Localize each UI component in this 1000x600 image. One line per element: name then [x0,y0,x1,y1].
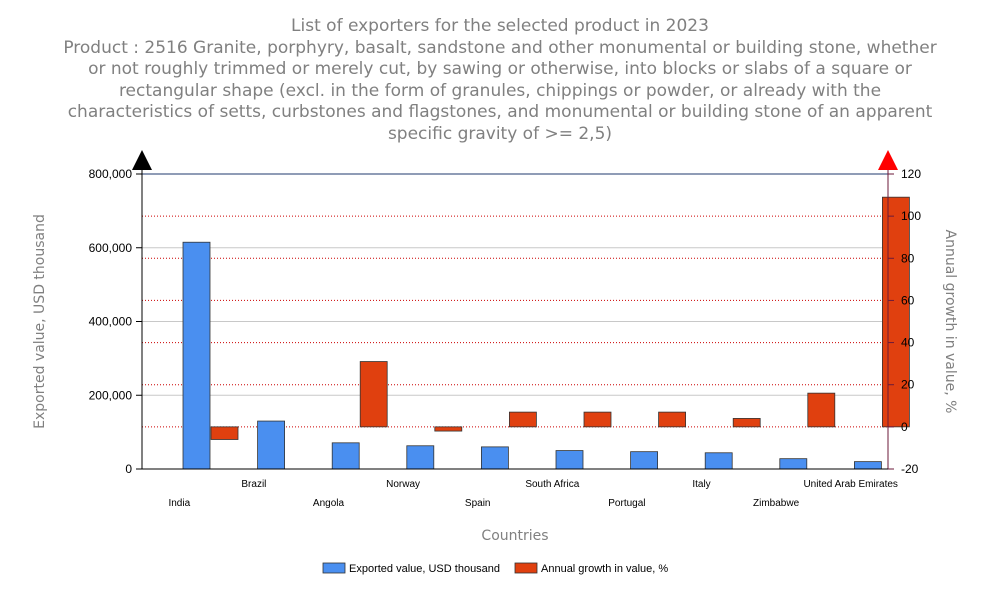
left-tick-label: 400,000 [89,315,133,329]
x-category-label: Norway [386,479,420,490]
bar-exported-value [779,458,808,470]
chart-title: List of exporters for the selected produ… [40,16,960,145]
right-tick-label: -20 [901,462,919,476]
left-tick-label: 0 [125,462,132,476]
chart-subtitle-line: Product : 2516 Granite, porphyry, basalt… [63,37,937,58]
bar-exported-value [630,451,658,470]
legend-label-annual-growth: Annual growth in value, % [541,563,668,575]
right-tick-label: 60 [901,293,915,307]
chart-subtitle-line: rectangular shape (excl. in the form of … [118,80,882,101]
chart-subtitle-line: characteristics of setts, curbstones and… [67,102,933,122]
right-tick-label: 0 [901,420,908,434]
x-category-label: Brazil [241,479,266,490]
right-axis-title: Annual growth in value, % [942,230,958,414]
x-category-label: South Africa [525,479,579,490]
left-axis-title: Exported value, USD thousand [32,214,48,429]
x-category-label: India [168,498,190,509]
bar-annual-growth [807,392,836,428]
bar-annual-growth [508,411,537,428]
x-category-label: United Arab Emirates [803,479,898,490]
bar-exported-value [331,442,360,470]
bar-annual-growth [658,411,686,428]
bar-exported-value [480,446,509,470]
bar-annual-growth [210,426,239,440]
chart-subtitle-line: specific gravity of >= 2,5) [387,123,613,144]
bar-exported-value [182,241,211,470]
x-category-label: Angola [313,498,345,509]
bar-annual-growth [732,418,761,428]
left-axis-arrow-icon [132,150,152,170]
right-tick-label: 40 [901,336,915,350]
right-tick-label: 100 [901,209,921,223]
x-category-label: Zimbabwe [753,498,800,509]
bar-annual-growth [359,361,388,428]
legend-swatch-exported-value [322,562,346,574]
right-tick-label: 20 [901,378,915,392]
bar-exported-value [257,420,286,470]
right-axis-arrow-icon [878,150,898,170]
left-tick-label: 200,000 [89,388,133,402]
chart-title-main: List of exporters for the selected produ… [291,16,709,36]
bar-exported-value [704,452,733,470]
bar-exported-value [854,461,882,470]
right-tick-label: 80 [901,251,915,265]
bar-exported-value [406,445,435,470]
right-tick-label: 120 [901,167,921,181]
bar-annual-growth [434,426,463,432]
left-tick-label: 800,000 [89,167,133,181]
x-category-label: Spain [465,498,491,509]
bar-annual-growth [882,196,910,428]
bar-annual-growth [583,411,612,428]
legend-swatch-annual-growth [514,562,538,574]
x-category-label: Italy [692,479,710,490]
chart-subtitle-line: or not roughly trimmed or merely cut, by… [88,59,912,79]
x-category-label: Portugal [608,498,645,509]
left-tick-label: 600,000 [89,241,133,255]
legend-label-exported-value: Exported value, USD thousand [349,563,500,575]
bar-exported-value [555,450,584,470]
x-axis-title: Countries [481,528,548,544]
